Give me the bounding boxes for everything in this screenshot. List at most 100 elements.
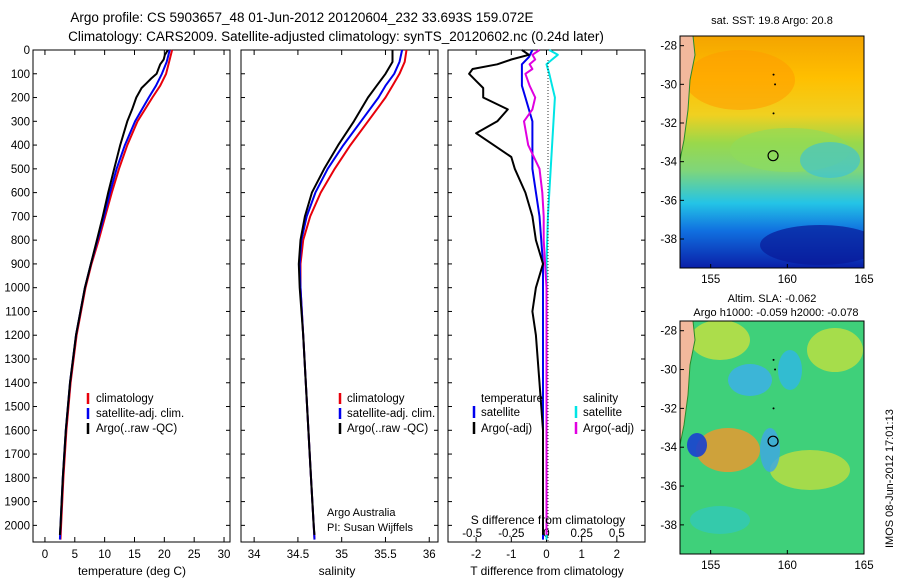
salinity-annotation-1: Argo Australia xyxy=(327,507,396,519)
map-y-tick-label: -30 xyxy=(660,79,677,91)
legend-title-temperature: temperature xyxy=(481,393,543,405)
y-tick-label: 1900 xyxy=(4,497,30,509)
map-y-tick-label: -38 xyxy=(660,234,677,246)
y-tick-label: 1700 xyxy=(4,449,30,461)
y-tick-label: 400 xyxy=(11,140,30,152)
map-y-tick-label: -28 xyxy=(660,326,677,338)
legend-label-argo: Argo(..raw -QC) xyxy=(347,423,428,435)
x-tick-label: 5 xyxy=(72,549,78,561)
sla-blue-3 xyxy=(760,428,780,472)
sla-yellow-1 xyxy=(690,321,750,360)
y-tick-label: 1600 xyxy=(4,425,30,437)
map-y-tick-label: -32 xyxy=(660,118,677,130)
x-tick-label: 34.5 xyxy=(287,549,309,561)
map-y-tick-label: -38 xyxy=(660,520,677,532)
map-y-tick-label: -28 xyxy=(660,41,677,53)
temperature-panel-frame xyxy=(32,49,231,543)
x-tick-label: 1 xyxy=(578,549,584,561)
sla-orange xyxy=(696,428,760,472)
x-tick-label: 34 xyxy=(248,549,261,561)
sla-land xyxy=(680,321,696,446)
y-tick-label: 1500 xyxy=(4,402,30,414)
track-point xyxy=(772,73,775,76)
title-line-2: Climatology: CARS2009. Satellite-adjuste… xyxy=(68,29,604,44)
x-tick-label: -2 xyxy=(471,549,481,561)
x-tick-label: 35.5 xyxy=(374,549,396,561)
map-x-tick-label: 165 xyxy=(854,274,873,286)
sla-map: 155 160 165 -28 -30 -32 -34 -36 -38 xyxy=(660,320,874,572)
sla-map-overlay: 155 160 165 -28 -30 -32 -34 -36 -38 xyxy=(660,326,873,572)
sst-map-overlay: 155 160 165 -28 -30 -32 -34 -36 -38 xyxy=(660,41,873,286)
s-tick-label: -0.25 xyxy=(498,528,524,540)
sst-deep-cold xyxy=(760,225,864,265)
series-line-salinity-argo-adj- xyxy=(523,49,548,535)
x-tick-label: 15 xyxy=(128,549,141,561)
y-tick-label: 0 xyxy=(24,45,30,57)
sst-map-field xyxy=(680,36,864,268)
series-line-climatology xyxy=(59,49,174,540)
watermark: IMOS 08-Jun-2012 17:01:13 xyxy=(884,409,896,548)
sla-dark-blue xyxy=(687,433,707,457)
difference-panel: -2 -1 0 1 2-0.5 -0.25 0 0.25 0.5 xyxy=(448,49,645,561)
title-line-1: Argo profile: CS 5903657_48 01-Jun-2012 … xyxy=(70,10,533,25)
series-line-satellite-adj-clim- xyxy=(58,49,171,540)
map-y-tick-label: -34 xyxy=(660,157,677,169)
salinity-panel-frame xyxy=(240,49,439,543)
y-tick-label: 1300 xyxy=(4,354,30,366)
y-tick-label: 800 xyxy=(11,235,30,247)
legend-title-salinity: salinity xyxy=(583,393,618,405)
salinity-annotation-2: PI: Susan Wijffels xyxy=(327,522,413,534)
legend-label-satellite: satellite-adj. clim. xyxy=(347,408,435,420)
map-y-tick-label: -32 xyxy=(660,403,677,415)
s-tick-label: -0.5 xyxy=(462,528,482,540)
map-x-tick-label: 160 xyxy=(778,274,797,286)
y-tick-label: 1400 xyxy=(4,378,30,390)
sla-blue-1 xyxy=(728,364,772,396)
s-tick-label: 0.5 xyxy=(609,528,625,540)
x-tick-label: 30 xyxy=(218,549,231,561)
legend-label-climatology: climatology xyxy=(96,393,154,405)
difference-legend: temperature salinity satellite Argo(-adj… xyxy=(472,393,634,435)
track-point xyxy=(774,368,777,371)
y-tick-label: 1000 xyxy=(4,283,30,295)
legend-label-satellite: satellite-adj. clim. xyxy=(96,408,184,420)
series-line-temperature-argo-adj- xyxy=(468,49,544,535)
track-point xyxy=(772,358,775,361)
sst-map: 155 160 165 -28 -30 -32 -34 -36 -38 xyxy=(660,35,874,286)
sla-map-field xyxy=(680,321,864,554)
sla-map-title-1: Altim. SLA: -0.062 xyxy=(728,293,817,305)
y-tick-label: 1800 xyxy=(4,473,30,485)
map-y-tick-label: -36 xyxy=(660,481,677,493)
y-tick-label: 900 xyxy=(11,259,30,271)
legend-label-climatology: climatology xyxy=(347,393,405,405)
profile-location-marker xyxy=(767,150,779,162)
map-x-tick-label: 165 xyxy=(854,560,873,572)
map-x-tick-label: 155 xyxy=(701,560,720,572)
x-tick-label: 0 xyxy=(543,549,549,561)
y-tick-label: 100 xyxy=(11,69,30,81)
y-tick-label: 1100 xyxy=(5,306,30,318)
temperature-panel: 0 5 10 15 20 25 300100200300400500600700800900… xyxy=(4,45,230,561)
sla-blue-2 xyxy=(778,350,802,390)
y-tick-label: 300 xyxy=(11,116,30,128)
legend-label-sal-argo: Argo(-adj) xyxy=(583,423,634,435)
y-tick-label: 600 xyxy=(11,188,30,200)
sla-cyan xyxy=(690,506,750,534)
y-tick-label: 1200 xyxy=(4,330,30,342)
map-y-tick-label: -34 xyxy=(660,442,677,454)
sla-map-title-2: Argo h1000: -0.059 h2000: -0.078 xyxy=(693,307,858,319)
salinity-panel: 34 34.5 35 35.5 36 xyxy=(241,49,438,561)
difference-xlabel: T difference from climatology xyxy=(470,564,624,578)
difference-top-label: S difference from climatology xyxy=(471,513,626,527)
sst-warm-blob xyxy=(685,50,795,110)
series-line-temperature-satellite xyxy=(520,49,544,540)
y-tick-label: 500 xyxy=(11,164,30,176)
sla-map-frame xyxy=(679,320,865,555)
sst-map-title: sat. SST: 19.8 Argo: 20.8 xyxy=(711,15,833,27)
track-point xyxy=(772,407,775,410)
x-tick-label: 35 xyxy=(335,549,348,561)
legend-label-temp-satellite: satellite xyxy=(481,407,520,419)
y-tick-label: 200 xyxy=(11,93,30,105)
track-point xyxy=(772,112,775,115)
